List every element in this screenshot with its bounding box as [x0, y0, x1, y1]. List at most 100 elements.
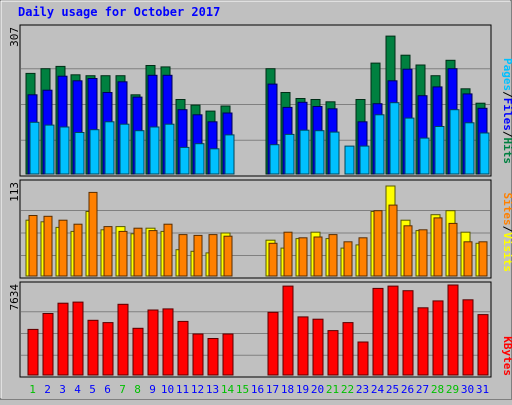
day-label-21: 21	[326, 383, 339, 396]
bar-pages-day-23	[359, 145, 370, 175]
day-label-30: 30	[461, 383, 474, 396]
bar-pages-day-7	[119, 123, 130, 175]
bar-sites-day-10	[163, 223, 173, 277]
bar-sites-day-18	[283, 231, 293, 277]
bar-pages-day-13	[209, 148, 220, 175]
bar-kbytes-day-30	[462, 299, 474, 376]
hits-panel: 307	[8, 24, 492, 177]
legend-hits-panel: Pages/Files/Hits	[501, 58, 512, 164]
bar-sites-day-3	[58, 219, 68, 277]
bar-sites-day-28	[433, 217, 443, 277]
day-label-17: 17	[266, 383, 279, 396]
bar-sites-day-20	[313, 236, 323, 277]
bar-kbytes-day-18	[282, 285, 294, 376]
bar-sites-day-30	[463, 241, 473, 277]
bar-kbytes-day-9	[147, 309, 159, 376]
bar-pages-day-28	[434, 126, 445, 175]
legend-separator: /	[501, 226, 512, 233]
day-label-24: 24	[371, 383, 385, 396]
bar-sites-day-14	[223, 235, 233, 277]
bar-pages-day-14	[224, 134, 235, 175]
day-label-25: 25	[386, 383, 399, 396]
day-label-13: 13	[206, 383, 219, 396]
day-label-23: 23	[356, 383, 369, 396]
day-label-6: 6	[104, 383, 111, 396]
panel-max-label: 307	[8, 27, 21, 47]
bar-pages-day-9	[149, 126, 160, 175]
bar-pages-day-27	[419, 137, 430, 175]
visits-panel: 113	[8, 179, 492, 279]
bar-kbytes-day-17	[267, 311, 279, 376]
bar-sites-day-31	[478, 241, 488, 277]
bar-kbytes-day-6	[102, 322, 114, 376]
bar-pages-day-25	[389, 102, 400, 175]
day-label-31: 31	[476, 383, 489, 396]
day-label-28: 28	[431, 383, 444, 396]
bar-sites-day-27	[418, 229, 428, 277]
bar-pages-day-18	[284, 133, 295, 175]
bar-kbytes-day-26	[402, 290, 414, 376]
day-label-14: 14	[221, 383, 235, 396]
bar-sites-day-7	[118, 230, 128, 277]
bar-sites-day-11	[178, 234, 188, 277]
bar-pages-day-24	[374, 114, 385, 175]
bar-pages-day-10	[164, 123, 175, 175]
bar-sites-day-5	[88, 191, 98, 277]
bar-pages-day-5	[89, 129, 100, 175]
bar-pages-day-21	[329, 131, 340, 175]
legend-files: Files	[501, 98, 512, 131]
day-label-16: 16	[251, 383, 264, 396]
bar-kbytes-day-1	[27, 328, 39, 376]
bar-kbytes-day-21	[327, 330, 339, 376]
day-label-20: 20	[311, 383, 324, 396]
day-label-22: 22	[341, 383, 354, 396]
legend-kbytes: KBytes	[501, 336, 512, 376]
legend-pages: Pages	[501, 58, 512, 91]
bar-pages-day-31	[479, 132, 490, 175]
bar-kbytes-day-5	[87, 319, 99, 376]
bar-kbytes-day-29	[447, 284, 459, 376]
panel-max-label: 7634	[8, 284, 21, 311]
day-label-18: 18	[281, 383, 294, 396]
bar-kbytes-day-11	[177, 320, 189, 376]
bar-pages-day-4	[74, 132, 85, 175]
bar-sites-day-24	[373, 210, 383, 277]
bar-sites-day-23	[358, 237, 368, 277]
day-label-4: 4	[74, 383, 81, 396]
legend-separator: /	[501, 91, 512, 98]
bar-pages-day-30	[464, 122, 475, 175]
bar-pages-day-29	[449, 109, 460, 175]
chart-panels: 307 113 7634	[8, 24, 492, 378]
bar-kbytes-day-12	[192, 333, 204, 376]
bar-sites-day-8	[133, 227, 143, 277]
bar-sites-day-26	[403, 225, 413, 277]
bar-pages-day-1	[29, 121, 40, 175]
day-label-8: 8	[134, 383, 141, 396]
day-label-11: 11	[176, 383, 189, 396]
day-label-1: 1	[29, 383, 36, 396]
bar-kbytes-day-24	[372, 287, 384, 376]
bar-sites-day-25	[388, 204, 398, 277]
day-label-9: 9	[149, 383, 156, 396]
day-label-5: 5	[89, 383, 96, 396]
bar-kbytes-day-19	[297, 316, 309, 376]
bar-sites-day-9	[148, 230, 158, 277]
legend-sites: Sites	[501, 193, 512, 226]
bar-pages-day-22	[344, 145, 355, 175]
bar-kbytes-day-14	[222, 333, 234, 376]
legend-hits: Hits	[501, 138, 512, 165]
kbytes-panel: 7634	[8, 281, 492, 378]
bar-sites-day-17	[268, 242, 278, 277]
bar-kbytes-day-8	[132, 327, 144, 376]
legend-visits-panel: Sites/Visits	[501, 193, 512, 273]
bar-pages-day-17	[269, 144, 280, 175]
bar-sites-day-2	[43, 215, 53, 277]
bar-sites-day-13	[208, 234, 218, 277]
x-axis-day-labels: 1 2 3 4 5 6 7 8 9 10 11 12 13 14 15 16 17 18 19 20 21 22 23 24 2…	[29, 383, 489, 396]
day-label-15: 15	[236, 383, 249, 396]
bar-pages-day-8	[134, 130, 145, 175]
bar-sites-day-6	[103, 226, 113, 277]
day-label-19: 19	[296, 383, 309, 396]
